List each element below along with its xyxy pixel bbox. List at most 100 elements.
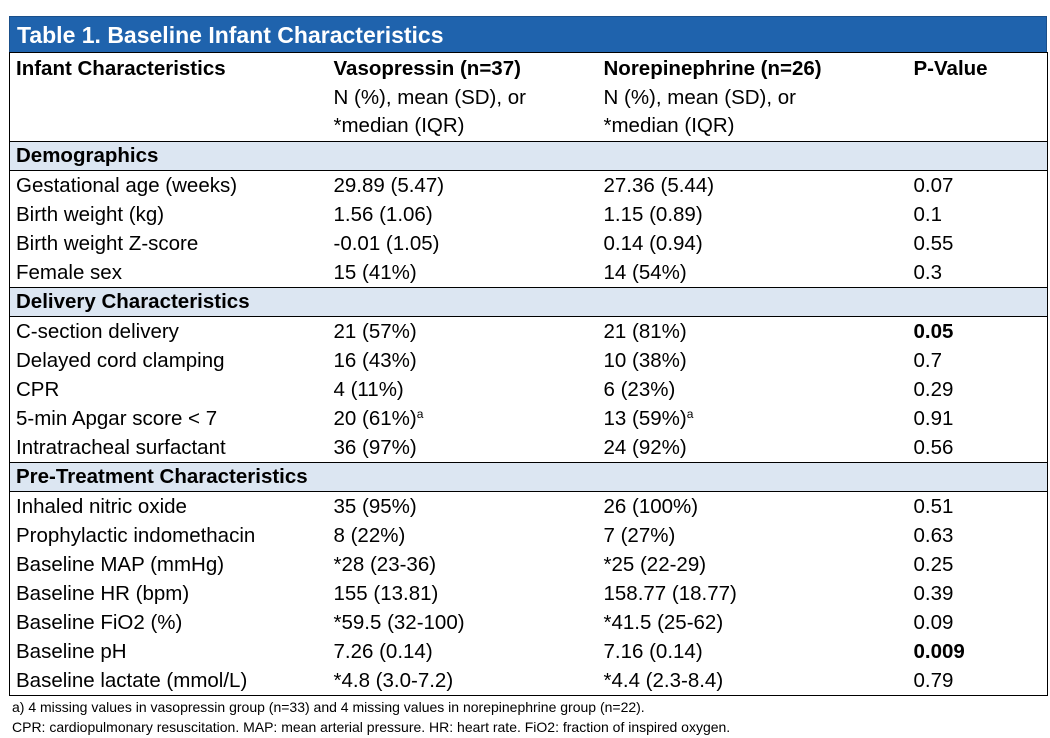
norepinephrine-value-cell: 21 (81%) <box>598 316 908 346</box>
row-label-cell: C-section delivery <box>10 316 328 346</box>
norepinephrine-value-cell: 13 (59%)a <box>598 404 908 433</box>
vasopressin-value: 155 (13.81) <box>333 581 439 605</box>
p-value: 0.05 <box>913 319 954 343</box>
row-label-cell: Intratracheal surfactant <box>10 433 328 463</box>
header-col3-title: Norepinephrine (n=26) <box>603 57 822 80</box>
table-row: Baseline HR (bpm) 155 (13.81) 158.77 (18.7… <box>10 579 1048 608</box>
header-vasopressin: Vasopressin (n=37) N (%), mean (SD), or … <box>327 52 598 142</box>
baseline-characteristics-table: Infant Characteristics Vasopressin (n=37… <box>9 52 1048 696</box>
p-value-cell: 0.07 <box>908 170 1048 200</box>
table-row: Baseline lactate (mmol/L) *4.8 (3.0-7.2) *… <box>9 665 1048 696</box>
row-label: Intratracheal surfactant <box>16 435 226 459</box>
row-label: Birth weight Z-score <box>16 231 199 255</box>
vasopressin-value-cell: 36 (97%) <box>328 433 598 463</box>
norepinephrine-value: 7 (27%) <box>603 523 676 547</box>
row-label-cell: Prophylactic indomethacin <box>10 521 328 550</box>
norepinephrine-value-cell: 0.14 (0.94) <box>598 229 908 258</box>
p-value: 0.91 <box>913 406 954 430</box>
table-row: Gestational age (weeks) 29.89 (5.47) 27.36… <box>10 170 1048 200</box>
header-p-value: P-Value <box>907 52 1048 142</box>
header-col2-sub1: N (%), mean (SD), or <box>333 85 527 109</box>
p-value-cell: 0.25 <box>908 550 1048 579</box>
norepinephrine-value-cell: 27.36 (5.44) <box>598 170 908 200</box>
vasopressin-value-cell: 15 (41%) <box>328 258 598 288</box>
table-row: Intratracheal surfactant 36 (97%) 24 (92%)… <box>10 433 1048 463</box>
norepinephrine-value-cell: 6 (23%) <box>598 375 908 404</box>
norepinephrine-value-cell: 10 (38%) <box>598 346 908 375</box>
footnote-marker: a <box>416 406 424 421</box>
p-value-cell: 0.3 <box>908 258 1048 288</box>
table-row: 5-min Apgar score < 7 20 (61%)a 13 (59%)a 0… <box>10 404 1048 433</box>
table-row: Prophylactic indomethacin 8 (22%) 7 (27%) 0… <box>10 521 1048 550</box>
row-label-cell: Inhaled nitric oxide <box>10 491 328 521</box>
p-value-cell: 0.91 <box>908 404 1048 433</box>
header-col2-sub2: *median (IQR) <box>333 114 465 137</box>
p-value-cell: 0.1 <box>908 200 1048 229</box>
row-label-cell: CPR <box>10 375 328 404</box>
vasopressin-value: 7.26 (0.14) <box>333 639 433 663</box>
row-label: Female sex <box>16 260 122 284</box>
p-value-cell: 0.7 <box>908 346 1048 375</box>
norepinephrine-value: 24 (92%) <box>603 435 687 459</box>
p-value-cell: 0.63 <box>908 521 1048 550</box>
norepinephrine-value: 26 (100%) <box>603 494 699 518</box>
row-label-cell: Baseline MAP (mmHg) <box>10 550 328 579</box>
footnotes: a) 4 missing values in vasopressin group… <box>9 696 1047 737</box>
vasopressin-value: 15 (41%) <box>333 260 417 284</box>
p-value: 0.56 <box>913 435 954 459</box>
row-label-cell: Baseline FiO2 (%) <box>10 608 328 637</box>
section-heading: Demographics <box>9 140 1048 171</box>
row-label: Inhaled nitric oxide <box>16 494 187 518</box>
row-label: 5-min Apgar score < 7 <box>16 406 218 430</box>
vasopressin-value: 29.89 (5.47) <box>333 173 445 197</box>
row-label: Baseline FiO2 (%) <box>16 610 183 634</box>
norepinephrine-value-cell: *41.5 (25-62) <box>598 608 908 637</box>
vasopressin-value-cell: 155 (13.81) <box>328 579 598 608</box>
vasopressin-value-cell: 7.26 (0.14) <box>328 637 598 666</box>
row-label-cell: Birth weight (kg) <box>10 200 328 229</box>
vasopressin-value-cell: -0.01 (1.05) <box>328 229 598 258</box>
vasopressin-value: 35 (95%) <box>333 494 417 518</box>
norepinephrine-value-cell: 26 (100%) <box>598 491 908 521</box>
norepinephrine-value-cell: 158.77 (18.77) <box>598 579 908 608</box>
vasopressin-value-cell: 1.56 (1.06) <box>328 200 598 229</box>
vasopressin-value: *4.8 (3.0-7.2) <box>333 668 454 692</box>
p-value-cell: 0.55 <box>908 229 1048 258</box>
table-row: CPR 4 (11%) 6 (23%) 0.29 <box>10 375 1048 404</box>
footnote-marker: a <box>686 406 694 421</box>
norepinephrine-value-cell: *25 (22-29) <box>598 550 908 579</box>
row-label-cell: Female sex <box>10 258 328 288</box>
norepinephrine-value-cell: 1.15 (0.89) <box>598 200 908 229</box>
table-row: Baseline MAP (mmHg) *28 (23-36) *25 (22-29… <box>10 550 1048 579</box>
norepinephrine-value-cell: *4.4 (2.3-8.4) <box>597 665 908 696</box>
p-value: 0.1 <box>913 202 943 226</box>
table-row: Female sex 15 (41%) 14 (54%) 0.3 <box>10 258 1048 288</box>
norepinephrine-value: 14 (54%) <box>603 260 687 284</box>
row-label: Prophylactic indomethacin <box>16 523 256 547</box>
p-value: 0.3 <box>913 260 943 284</box>
header-col3-sub1: N (%), mean (SD), or <box>603 85 797 109</box>
vasopressin-value: 20 (61%) <box>333 406 417 430</box>
vasopressin-value: 1.56 (1.06) <box>333 202 433 226</box>
header-col3-sub2: *median (IQR) <box>603 114 735 137</box>
vasopressin-value: -0.01 (1.05) <box>333 231 440 255</box>
row-label: Birth weight (kg) <box>16 202 165 226</box>
row-label: CPR <box>16 377 60 401</box>
vasopressin-value: 8 (22%) <box>333 523 406 547</box>
vasopressin-value-cell: 35 (95%) <box>328 491 598 521</box>
p-value: 0.7 <box>913 348 943 372</box>
norepinephrine-value: 10 (38%) <box>603 348 687 372</box>
row-label-cell: Baseline lactate (mmol/L) <box>9 665 328 696</box>
p-value-cell: 0.009 <box>908 637 1048 666</box>
p-value: 0.07 <box>913 173 954 197</box>
table-row: Baseline FiO2 (%) *59.5 (32-100) *41.5 (25… <box>10 608 1048 637</box>
norepinephrine-value: 7.16 (0.14) <box>603 639 703 663</box>
table-row: Baseline pH 7.26 (0.14) 7.16 (0.14) 0.009 <box>10 637 1048 666</box>
norepinephrine-value: 0.14 (0.94) <box>603 231 703 255</box>
vasopressin-value: 4 (11%) <box>333 377 404 401</box>
row-label-cell: Baseline HR (bpm) <box>10 579 328 608</box>
row-label-cell: Delayed cord clamping <box>10 346 328 375</box>
norepinephrine-value: 27.36 (5.44) <box>603 173 715 197</box>
header-norepinephrine: Norepinephrine (n=26) N (%), mean (SD), … <box>597 52 908 142</box>
p-value: 0.79 <box>913 668 954 692</box>
